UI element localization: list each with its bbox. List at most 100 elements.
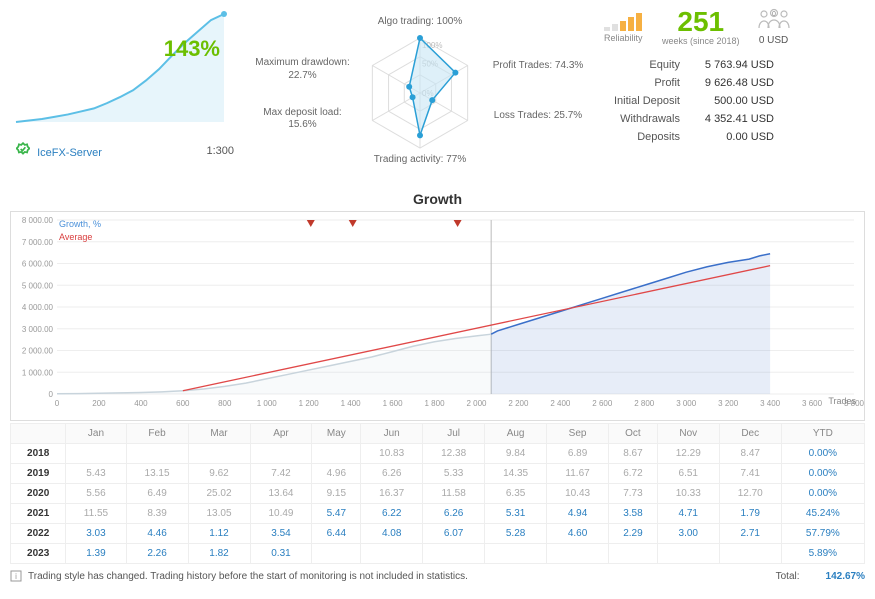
sparkline-panel: 143% IceFX-Server 1:300 bbox=[10, 8, 240, 181]
metrics-list: Equity5 763.94 USDProfit9 626.48 USDInit… bbox=[600, 56, 865, 146]
metric-bar bbox=[780, 75, 865, 91]
svg-text:i: i bbox=[15, 572, 17, 581]
svg-text:1 800: 1 800 bbox=[425, 399, 446, 408]
weeks-text: weeks (since 2018) bbox=[662, 36, 740, 46]
subscribers-count: 0 bbox=[772, 11, 776, 18]
svg-text:6 000.00: 6 000.00 bbox=[22, 260, 54, 269]
month-cell: 9.15 bbox=[312, 484, 361, 504]
table-row: 20205.566.4925.0213.649.1516.3711.586.35… bbox=[11, 484, 865, 504]
month-cell bbox=[126, 444, 188, 464]
month-cell: 4.94 bbox=[547, 504, 609, 524]
monthly-table-wrap: JanFebMarAprMayJunJulAugSepOctNovDecYTD2… bbox=[10, 423, 865, 564]
svg-text:600: 600 bbox=[176, 399, 190, 408]
svg-text:2 600: 2 600 bbox=[592, 399, 613, 408]
month-cell bbox=[188, 444, 250, 464]
metric-row: Profit9 626.48 USD bbox=[600, 74, 865, 92]
svg-text:2 000.00: 2 000.00 bbox=[22, 347, 54, 356]
svg-text:3 600: 3 600 bbox=[802, 399, 823, 408]
top-panels: 143% IceFX-Server 1:300 0%50%100% Algo t… bbox=[0, 0, 875, 185]
legend-growth: Growth, % bbox=[59, 218, 101, 231]
year-cell: 2019 bbox=[11, 464, 66, 484]
month-cell: 4.60 bbox=[547, 524, 609, 544]
month-cell: 1.82 bbox=[188, 544, 250, 564]
svg-text:2 800: 2 800 bbox=[634, 399, 655, 408]
svg-text:7 000.00: 7 000.00 bbox=[22, 238, 54, 247]
month-cell: 10.49 bbox=[250, 504, 312, 524]
metric-bar bbox=[780, 111, 865, 127]
svg-text:1 400: 1 400 bbox=[341, 399, 362, 408]
table-header-row: JanFebMarAprMayJunJulAugSepOctNovDecYTD bbox=[11, 424, 865, 444]
table-row: 20223.034.461.123.546.444.086.075.284.60… bbox=[11, 524, 865, 544]
month-cell bbox=[250, 444, 312, 464]
svg-text:800: 800 bbox=[218, 399, 232, 408]
month-cell: 10.33 bbox=[657, 484, 719, 504]
table-header: Dec bbox=[719, 424, 781, 444]
month-cell: 0.31 bbox=[250, 544, 312, 564]
month-cell: 2.29 bbox=[609, 524, 658, 544]
month-cell: 7.42 bbox=[250, 464, 312, 484]
subscribers-value: 0 USD bbox=[756, 35, 792, 46]
metric-label: Equity bbox=[600, 59, 690, 71]
month-cell: 5.56 bbox=[66, 484, 126, 504]
month-cell: 6.44 bbox=[312, 524, 361, 544]
metric-label: Profit bbox=[600, 77, 690, 89]
growth-title: Growth bbox=[10, 191, 865, 207]
monthly-table: JanFebMarAprMayJunJulAugSepOctNovDecYTD2… bbox=[10, 423, 865, 564]
svg-text:400: 400 bbox=[134, 399, 148, 408]
trades-axis-label: Trades bbox=[828, 396, 856, 406]
radar-panel: 0%50%100% Algo trading: 100%Profit Trade… bbox=[240, 8, 600, 181]
month-cell: 1.39 bbox=[66, 544, 126, 564]
svg-text:2 400: 2 400 bbox=[550, 399, 571, 408]
month-cell bbox=[312, 444, 361, 464]
svg-text:8 000.00: 8 000.00 bbox=[22, 216, 54, 225]
month-cell: 6.07 bbox=[423, 524, 485, 544]
table-row: 201810.8312.389.846.898.6712.298.470.00% bbox=[11, 444, 865, 464]
month-cell: 10.43 bbox=[547, 484, 609, 504]
month-cell bbox=[657, 544, 719, 564]
table-header: Oct bbox=[609, 424, 658, 444]
month-cell: 5.31 bbox=[485, 504, 547, 524]
radar-label: Max deposit load:15.6% bbox=[250, 107, 355, 132]
subscribers-widget: 0 0 USD bbox=[756, 8, 792, 46]
ytd-cell: 45.24% bbox=[781, 504, 864, 524]
total-value: 142.67% bbox=[826, 571, 865, 582]
month-cell: 8.67 bbox=[609, 444, 658, 464]
month-cell bbox=[719, 544, 781, 564]
table-header: Sep bbox=[547, 424, 609, 444]
svg-text:1 200: 1 200 bbox=[299, 399, 320, 408]
month-cell: 25.02 bbox=[188, 484, 250, 504]
info-icon: i bbox=[10, 570, 22, 582]
metric-row: Initial Deposit500.00 USD bbox=[600, 92, 865, 110]
server-name[interactable]: IceFX-Server bbox=[16, 142, 102, 159]
radar-label: Algo trading: 100% bbox=[375, 16, 465, 29]
metric-label: Initial Deposit bbox=[600, 95, 690, 107]
metric-label: Deposits bbox=[600, 131, 690, 143]
weeks-widget: 251 weeks (since 2018) bbox=[662, 8, 740, 46]
table-header: YTD bbox=[781, 424, 864, 444]
svg-text:2 000: 2 000 bbox=[466, 399, 487, 408]
reliability-label: Reliability bbox=[604, 33, 646, 43]
footer-note: i Trading style has changed. Trading his… bbox=[0, 564, 875, 588]
metric-row: Equity5 763.94 USD bbox=[600, 56, 865, 74]
growth-chart[interactable]: Growth, % Average 01 000.002 000.003 000… bbox=[10, 211, 865, 421]
month-cell: 10.83 bbox=[361, 444, 423, 464]
metric-value: 4 352.41 USD bbox=[690, 113, 780, 125]
svg-text:1 000.00: 1 000.00 bbox=[22, 368, 54, 377]
month-cell: 9.62 bbox=[188, 464, 250, 484]
month-cell: 6.89 bbox=[547, 444, 609, 464]
month-cell bbox=[361, 544, 423, 564]
leverage-value: 1:300 bbox=[206, 145, 234, 157]
month-cell: 5.33 bbox=[423, 464, 485, 484]
table-header: Jul bbox=[423, 424, 485, 444]
month-cell: 9.84 bbox=[485, 444, 547, 464]
month-cell: 7.73 bbox=[609, 484, 658, 504]
month-cell: 5.43 bbox=[66, 464, 126, 484]
svg-text:2 200: 2 200 bbox=[508, 399, 529, 408]
month-cell: 16.37 bbox=[361, 484, 423, 504]
ytd-cell: 5.89% bbox=[781, 544, 864, 564]
sparkline-chart: 143% bbox=[10, 8, 240, 138]
ytd-cell: 0.00% bbox=[781, 464, 864, 484]
metric-value: 5 763.94 USD bbox=[690, 59, 780, 71]
growth-percent: 143% bbox=[164, 36, 220, 62]
server-row: IceFX-Server 1:300 bbox=[10, 138, 240, 159]
